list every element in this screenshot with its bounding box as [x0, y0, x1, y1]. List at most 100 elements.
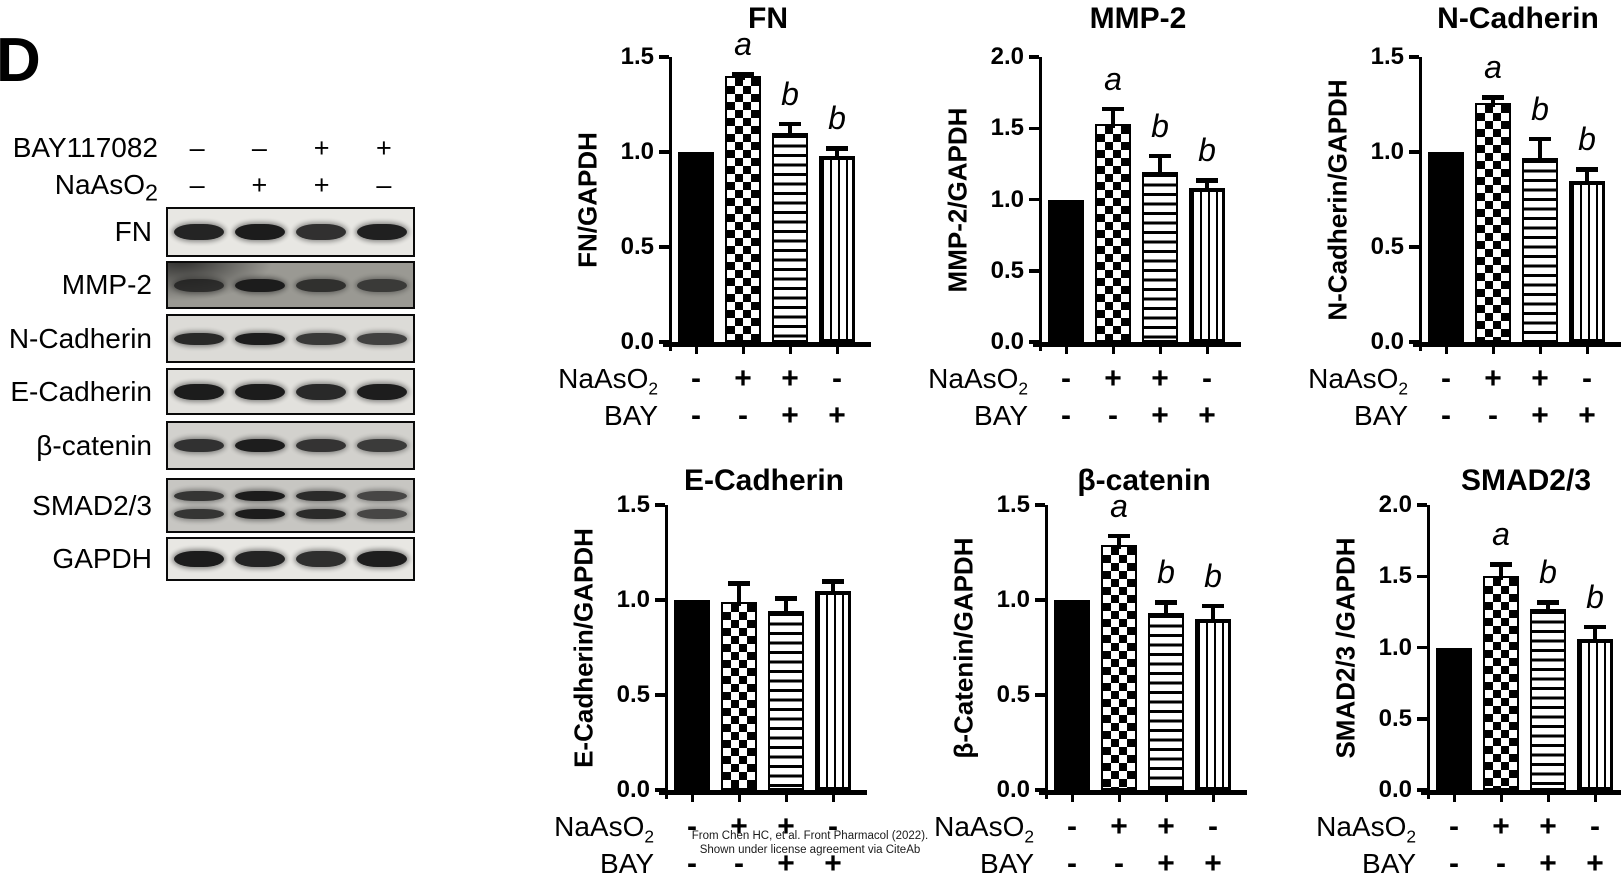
- x-axis-line: [659, 790, 867, 795]
- x-row-symbol: +: [828, 399, 846, 432]
- blot-box-e-cadherin: [166, 368, 415, 415]
- y-axis-tick-label: 0.0: [620, 328, 654, 355]
- blot-row-label: N-Cadherin: [8, 322, 152, 354]
- y-axis-tick: [659, 245, 669, 249]
- x-row-label: NaAsO2: [558, 363, 658, 399]
- blot-band: [234, 278, 285, 292]
- chart-fn: FN FN/GAPDH 0.0 0.5 1.0 1.5 a b b NaAsO2- + + - BAY - -…: [542, 0, 887, 433]
- chart-title: FN: [748, 2, 788, 35]
- blot-row-label: E-Cadherin: [10, 375, 152, 407]
- x-row-label: BAY: [1362, 848, 1416, 879]
- treatment-symbol: +: [313, 133, 330, 163]
- x-row-symbol: +: [1110, 810, 1128, 843]
- x-axis-tick: [1499, 794, 1503, 802]
- x-row-symbol: +: [1531, 399, 1549, 432]
- blot-band: [234, 508, 285, 519]
- x-axis-tick: [1538, 346, 1542, 354]
- y-axis-tick-label: 1.0: [616, 586, 650, 613]
- x-row-symbol: +: [1204, 847, 1222, 880]
- x-axis-tick: [737, 794, 741, 802]
- blot-band: [296, 491, 347, 502]
- y-axis-tick-label: 1.5: [620, 43, 654, 70]
- error-bar: [1117, 533, 1121, 549]
- blot-band: [357, 224, 408, 240]
- x-axis-tick: [1444, 346, 1448, 354]
- x-condition-row: BAY - - + +: [542, 399, 887, 433]
- blot-box-smad2-3: [166, 478, 415, 533]
- x-row-symbol: -: [1067, 810, 1077, 843]
- y-axis-tick: [1029, 55, 1039, 59]
- y-axis-tick: [1417, 503, 1427, 507]
- x-axis-tick: [1070, 794, 1074, 802]
- blot-band: [173, 278, 224, 292]
- blot-band: [357, 383, 408, 400]
- bar-mmp-2-2: [1095, 123, 1131, 342]
- blot-band: [296, 383, 347, 400]
- x-axis-tick: [1452, 794, 1456, 802]
- error-bar: [1491, 95, 1495, 107]
- x-condition-row: NaAsO2- + + -: [542, 362, 887, 399]
- y-axis-tick-label: 0.0: [990, 328, 1024, 355]
- blot-band: [357, 278, 408, 292]
- error-bar: [1585, 167, 1589, 185]
- y-axis-tick-label: 1.0: [996, 586, 1030, 613]
- y-axis-tick-label: 0.5: [990, 256, 1024, 284]
- y-axis-tick-label: 1.0: [1378, 633, 1412, 661]
- treatment-symbol: +: [313, 170, 330, 200]
- x-row-symbol: -: [832, 362, 842, 395]
- y-axis-tick-label: 1.5: [1370, 43, 1404, 70]
- x-condition-row: NaAsO2- + + -: [912, 362, 1257, 399]
- chart-title: N-Cadherin: [1437, 2, 1599, 35]
- bar-smad2-3-1: [1436, 647, 1472, 790]
- x-row-symbol: -: [1441, 362, 1451, 395]
- blot-band: [234, 332, 285, 345]
- error-bar: [1158, 153, 1162, 177]
- treatment-row: BAY117082 – – + +: [0, 131, 430, 165]
- y-axis-tick-label: 0.0: [996, 776, 1030, 803]
- y-axis-tick-label: 0.5: [996, 681, 1030, 708]
- significance-letter: a: [1492, 516, 1510, 552]
- y-axis-tick: [1029, 269, 1039, 273]
- y-axis-tick: [655, 503, 665, 507]
- bar-fn-4: [819, 155, 855, 342]
- bar-e-cadherin-4: [815, 590, 851, 790]
- blot-band: [296, 508, 347, 519]
- x-row-symbol: -: [1488, 399, 1498, 432]
- x-axis-tick: [788, 346, 792, 354]
- blot-band: [357, 491, 408, 502]
- bar-n-cadherin-2: [1475, 102, 1511, 342]
- significance-letter: b: [828, 100, 846, 137]
- chart-n-cadherin: N-Cadherin N-Cadherin/GAPDH 0.0 0.5 1.0 1.5 a b…: [1292, 0, 1621, 433]
- caption-line-1: From Chen HC, et al. Front Pharmacol (20…: [691, 830, 929, 842]
- y-axis-line: [668, 57, 672, 351]
- bar-smad2-3-2: [1483, 576, 1519, 790]
- bar--catenin-3: [1148, 613, 1184, 790]
- treatment-label: NaAsO2: [54, 169, 158, 206]
- bar-fn-1: [678, 152, 714, 342]
- y-axis-tick-label: 2.0: [990, 43, 1024, 70]
- significance-letter: a: [1110, 487, 1128, 524]
- x-row-symbol: +: [734, 362, 752, 395]
- x-condition-row: BAY - - + +: [1292, 399, 1621, 433]
- bar--catenin-1: [1054, 600, 1090, 790]
- x-row-label: BAY: [980, 848, 1034, 879]
- x-axis-tick: [741, 346, 745, 354]
- x-row-symbol: +: [1151, 399, 1169, 432]
- significance-letter: b: [1578, 121, 1596, 158]
- x-row-symbol: -: [691, 362, 701, 395]
- x-row-label: NaAsO2: [934, 811, 1034, 847]
- blot-band: [234, 551, 285, 567]
- y-axis-tick-label: 0.5: [616, 681, 650, 708]
- y-axis-line: [1418, 57, 1422, 351]
- blot-band: [357, 439, 408, 452]
- bar-n-cadherin-3: [1522, 157, 1558, 342]
- x-row-symbol: +: [1157, 810, 1175, 843]
- significance-letter: b: [1531, 90, 1549, 127]
- blot-band: [173, 491, 224, 502]
- x-row-symbol: -: [691, 399, 701, 432]
- error-bar: [835, 146, 839, 160]
- x-row-symbol: +: [1539, 847, 1557, 880]
- x-axis-tick: [690, 794, 694, 802]
